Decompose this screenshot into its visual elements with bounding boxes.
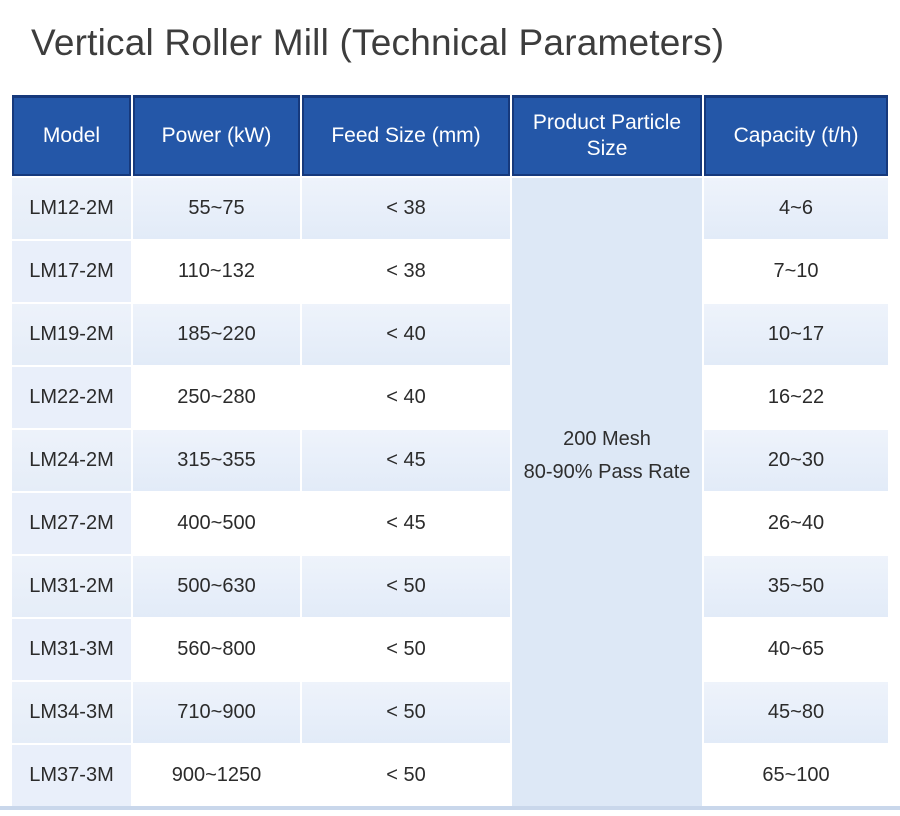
cell-power: 560~800 bbox=[133, 619, 300, 680]
cell-feed: < 45 bbox=[302, 493, 510, 554]
column-header-model: Model bbox=[12, 95, 131, 176]
table-row: LM31-2M 500~630 < 50 35~50 bbox=[12, 556, 888, 617]
page-title: Vertical Roller Mill (Technical Paramete… bbox=[31, 22, 725, 63]
cell-feed: < 38 bbox=[302, 241, 510, 302]
cell-model: LM12-2M bbox=[12, 178, 131, 239]
cell-capacity: 20~30 bbox=[704, 430, 888, 491]
column-header-feed: Feed Size (mm) bbox=[302, 95, 510, 176]
cell-model: LM19-2M bbox=[12, 304, 131, 365]
column-header-capacity: Capacity (t/h) bbox=[704, 95, 888, 176]
table-row: LM27-2M 400~500 < 45 26~40 bbox=[12, 493, 888, 554]
cell-power: 400~500 bbox=[133, 493, 300, 554]
cell-feed: < 50 bbox=[302, 556, 510, 617]
table-row: LM31-3M 560~800 < 50 40~65 bbox=[12, 619, 888, 680]
cell-power: 710~900 bbox=[133, 682, 300, 743]
product-particle-size-text: 200 Mesh 80-90% Pass Rate bbox=[523, 428, 691, 483]
cell-capacity: 35~50 bbox=[704, 556, 888, 617]
cell-power: 315~355 bbox=[133, 430, 300, 491]
cell-feed: < 40 bbox=[302, 304, 510, 365]
table-row: LM22-2M 250~280 < 40 16~22 bbox=[12, 367, 888, 428]
cell-power: 250~280 bbox=[133, 367, 300, 428]
cell-model: LM24-2M bbox=[12, 430, 131, 491]
cell-power: 110~132 bbox=[133, 241, 300, 302]
cell-capacity: 65~100 bbox=[704, 745, 888, 806]
cell-feed: < 45 bbox=[302, 430, 510, 491]
cell-capacity: 16~22 bbox=[704, 367, 888, 428]
table-row: LM24-2M 315~355 < 45 20~30 bbox=[12, 430, 888, 491]
column-header-particle: Product Particle Size bbox=[512, 95, 702, 176]
bottom-rule bbox=[0, 806, 900, 810]
cell-feed: < 38 bbox=[302, 178, 510, 239]
cell-model: LM31-2M bbox=[12, 556, 131, 617]
cell-feed: < 50 bbox=[302, 682, 510, 743]
cell-capacity: 7~10 bbox=[704, 241, 888, 302]
column-header-power: Power (kW) bbox=[133, 95, 300, 176]
cell-power: 185~220 bbox=[133, 304, 300, 365]
header-row: Model Power (kW) Feed Size (mm) Product Par… bbox=[12, 95, 888, 176]
cell-model: LM22-2M bbox=[12, 367, 131, 428]
cell-feed: < 50 bbox=[302, 619, 510, 680]
cell-capacity: 45~80 bbox=[704, 682, 888, 743]
cell-model: LM37-3M bbox=[12, 745, 131, 806]
parameters-table: Model Power (kW) Feed Size (mm) Product Par… bbox=[10, 93, 890, 808]
cell-capacity: 10~17 bbox=[704, 304, 888, 365]
table-body: LM12-2M 55~75 < 38 200 Mesh 80-90% Pass Rate… bbox=[12, 178, 888, 806]
cell-feed: < 40 bbox=[302, 367, 510, 428]
cell-model: LM31-3M bbox=[12, 619, 131, 680]
cell-model: LM34-3M bbox=[12, 682, 131, 743]
merged-cell-product-particle-size: 200 Mesh 80-90% Pass Rate bbox=[512, 178, 702, 806]
table-row: LM17-2M 110~132 < 38 7~10 bbox=[12, 241, 888, 302]
cell-feed: < 50 bbox=[302, 745, 510, 806]
cell-power: 500~630 bbox=[133, 556, 300, 617]
table-row: LM34-3M 710~900 < 50 45~80 bbox=[12, 682, 888, 743]
table-header: Model Power (kW) Feed Size (mm) Product Par… bbox=[12, 95, 888, 176]
table-row: LM37-3M 900~1250 < 50 65~100 bbox=[12, 745, 888, 806]
cell-capacity: 4~6 bbox=[704, 178, 888, 239]
cell-model: LM17-2M bbox=[12, 241, 131, 302]
cell-capacity: 26~40 bbox=[704, 493, 888, 554]
table-row: LM12-2M 55~75 < 38 200 Mesh 80-90% Pass Rate… bbox=[12, 178, 888, 806]
table-row: LM19-2M 185~220 < 40 10~17 bbox=[12, 304, 888, 365]
cell-power: 55~75 bbox=[133, 178, 300, 239]
cell-power: 900~1250 bbox=[133, 745, 300, 806]
cell-model: LM27-2M bbox=[12, 493, 131, 554]
cell-capacity: 40~65 bbox=[704, 619, 888, 680]
